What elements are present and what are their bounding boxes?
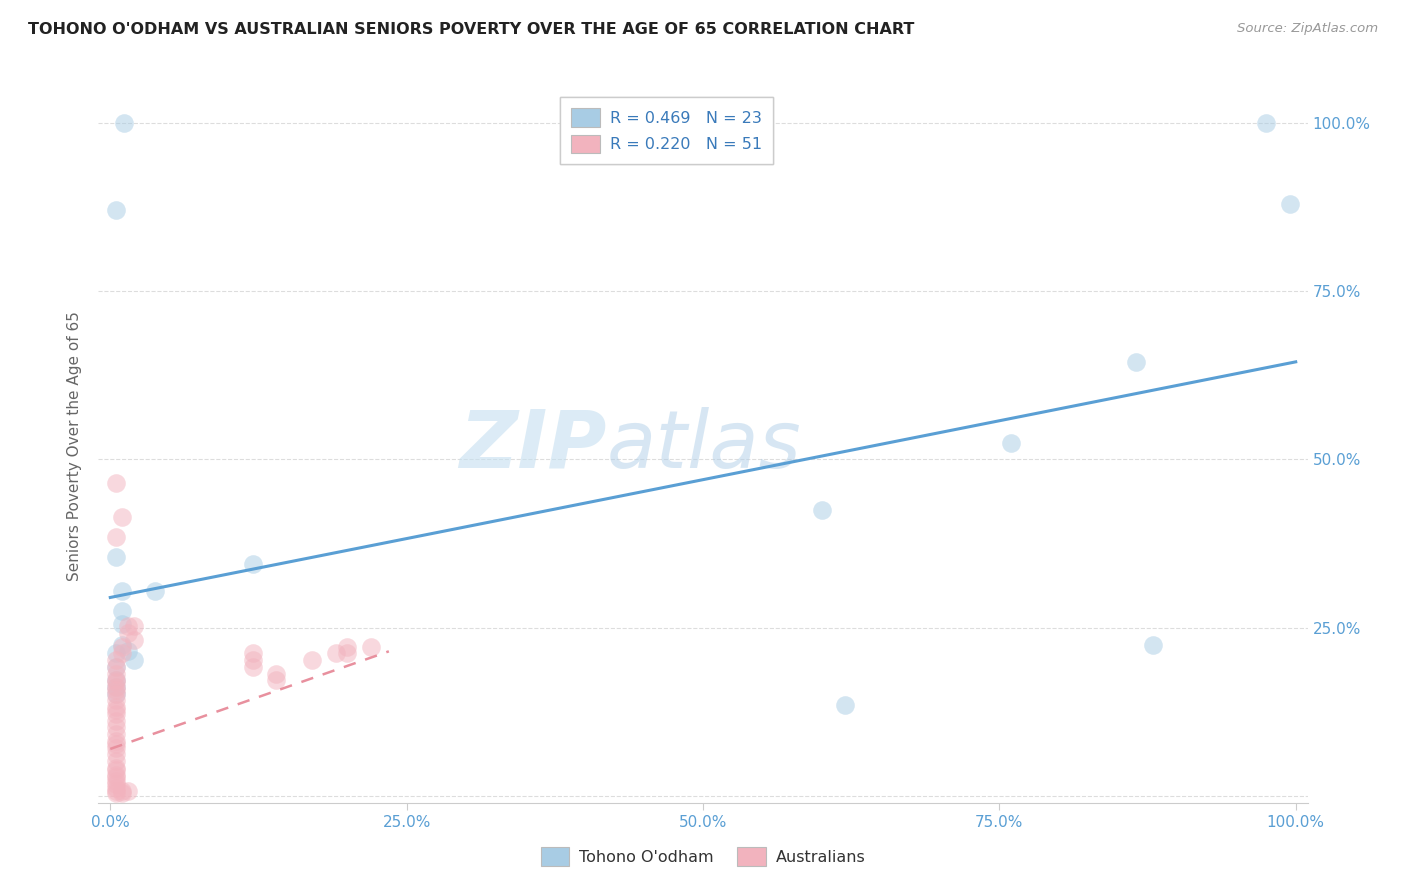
Point xyxy=(242,557,264,571)
Point xyxy=(105,767,128,781)
Point xyxy=(105,770,128,784)
Legend: R = 0.469   N = 23, R = 0.220   N = 51: R = 0.469 N = 23, R = 0.220 N = 51 xyxy=(561,97,773,164)
Point xyxy=(105,680,128,694)
Point xyxy=(105,783,128,797)
Point xyxy=(105,550,128,565)
Text: Source: ZipAtlas.com: Source: ZipAtlas.com xyxy=(1237,22,1378,36)
Y-axis label: Seniors Poverty Over the Age of 65: Seniors Poverty Over the Age of 65 xyxy=(67,311,83,581)
Point xyxy=(105,687,128,701)
Point xyxy=(264,673,287,688)
Point xyxy=(122,632,145,647)
Point xyxy=(105,706,128,721)
Point xyxy=(105,673,128,688)
Point xyxy=(834,698,856,713)
Text: TOHONO O'ODHAM VS AUSTRALIAN SENIORS POVERTY OVER THE AGE OF 65 CORRELATION CHAR: TOHONO O'ODHAM VS AUSTRALIAN SENIORS POV… xyxy=(28,22,914,37)
Point xyxy=(117,619,139,633)
Point xyxy=(1142,638,1164,652)
Point xyxy=(242,653,264,667)
Point xyxy=(1254,116,1277,130)
Point xyxy=(325,646,347,660)
Point xyxy=(105,700,128,714)
Point xyxy=(105,660,128,674)
Point xyxy=(111,786,134,800)
Point xyxy=(105,780,128,795)
Point xyxy=(1000,435,1022,450)
Point xyxy=(117,626,139,640)
Point xyxy=(105,703,128,717)
Point xyxy=(1125,355,1147,369)
Point xyxy=(105,203,128,218)
Point xyxy=(336,646,359,660)
Point xyxy=(105,687,128,701)
Point xyxy=(111,604,134,618)
Point xyxy=(117,783,139,797)
Point xyxy=(105,646,128,660)
Text: ZIP: ZIP xyxy=(458,407,606,485)
Point xyxy=(336,640,359,654)
Point xyxy=(105,740,128,755)
Point xyxy=(117,644,139,658)
Point xyxy=(105,737,128,751)
Point xyxy=(111,640,134,654)
Point xyxy=(360,640,382,654)
Point xyxy=(111,646,134,660)
Point xyxy=(105,476,128,491)
Point xyxy=(105,774,128,789)
Point xyxy=(242,646,264,660)
Point xyxy=(105,727,128,741)
Point xyxy=(111,638,134,652)
Text: atlas: atlas xyxy=(606,407,801,485)
Point xyxy=(105,674,128,689)
Point xyxy=(1278,196,1301,211)
Point xyxy=(105,720,128,734)
Point xyxy=(143,583,166,598)
Point xyxy=(810,503,832,517)
Point xyxy=(122,619,145,633)
Point xyxy=(242,660,264,674)
Point xyxy=(111,583,134,598)
Point xyxy=(105,734,128,748)
Point xyxy=(105,761,128,775)
Point xyxy=(301,653,323,667)
Point xyxy=(105,673,128,688)
Point xyxy=(105,666,128,681)
Point xyxy=(105,714,128,728)
Point xyxy=(105,693,128,707)
Point xyxy=(105,653,128,667)
Point xyxy=(105,764,128,778)
Point xyxy=(105,530,128,544)
Point xyxy=(105,660,128,674)
Point xyxy=(111,783,134,797)
Point xyxy=(105,747,128,762)
Legend: Tohono O'odham, Australians: Tohono O'odham, Australians xyxy=(531,838,875,875)
Point xyxy=(105,786,128,800)
Point xyxy=(105,754,128,768)
Point xyxy=(105,777,128,791)
Point xyxy=(105,680,128,694)
Point xyxy=(111,617,134,632)
Point xyxy=(111,509,134,524)
Point xyxy=(114,116,136,130)
Point xyxy=(122,653,145,667)
Point xyxy=(105,682,128,697)
Point xyxy=(264,666,287,681)
